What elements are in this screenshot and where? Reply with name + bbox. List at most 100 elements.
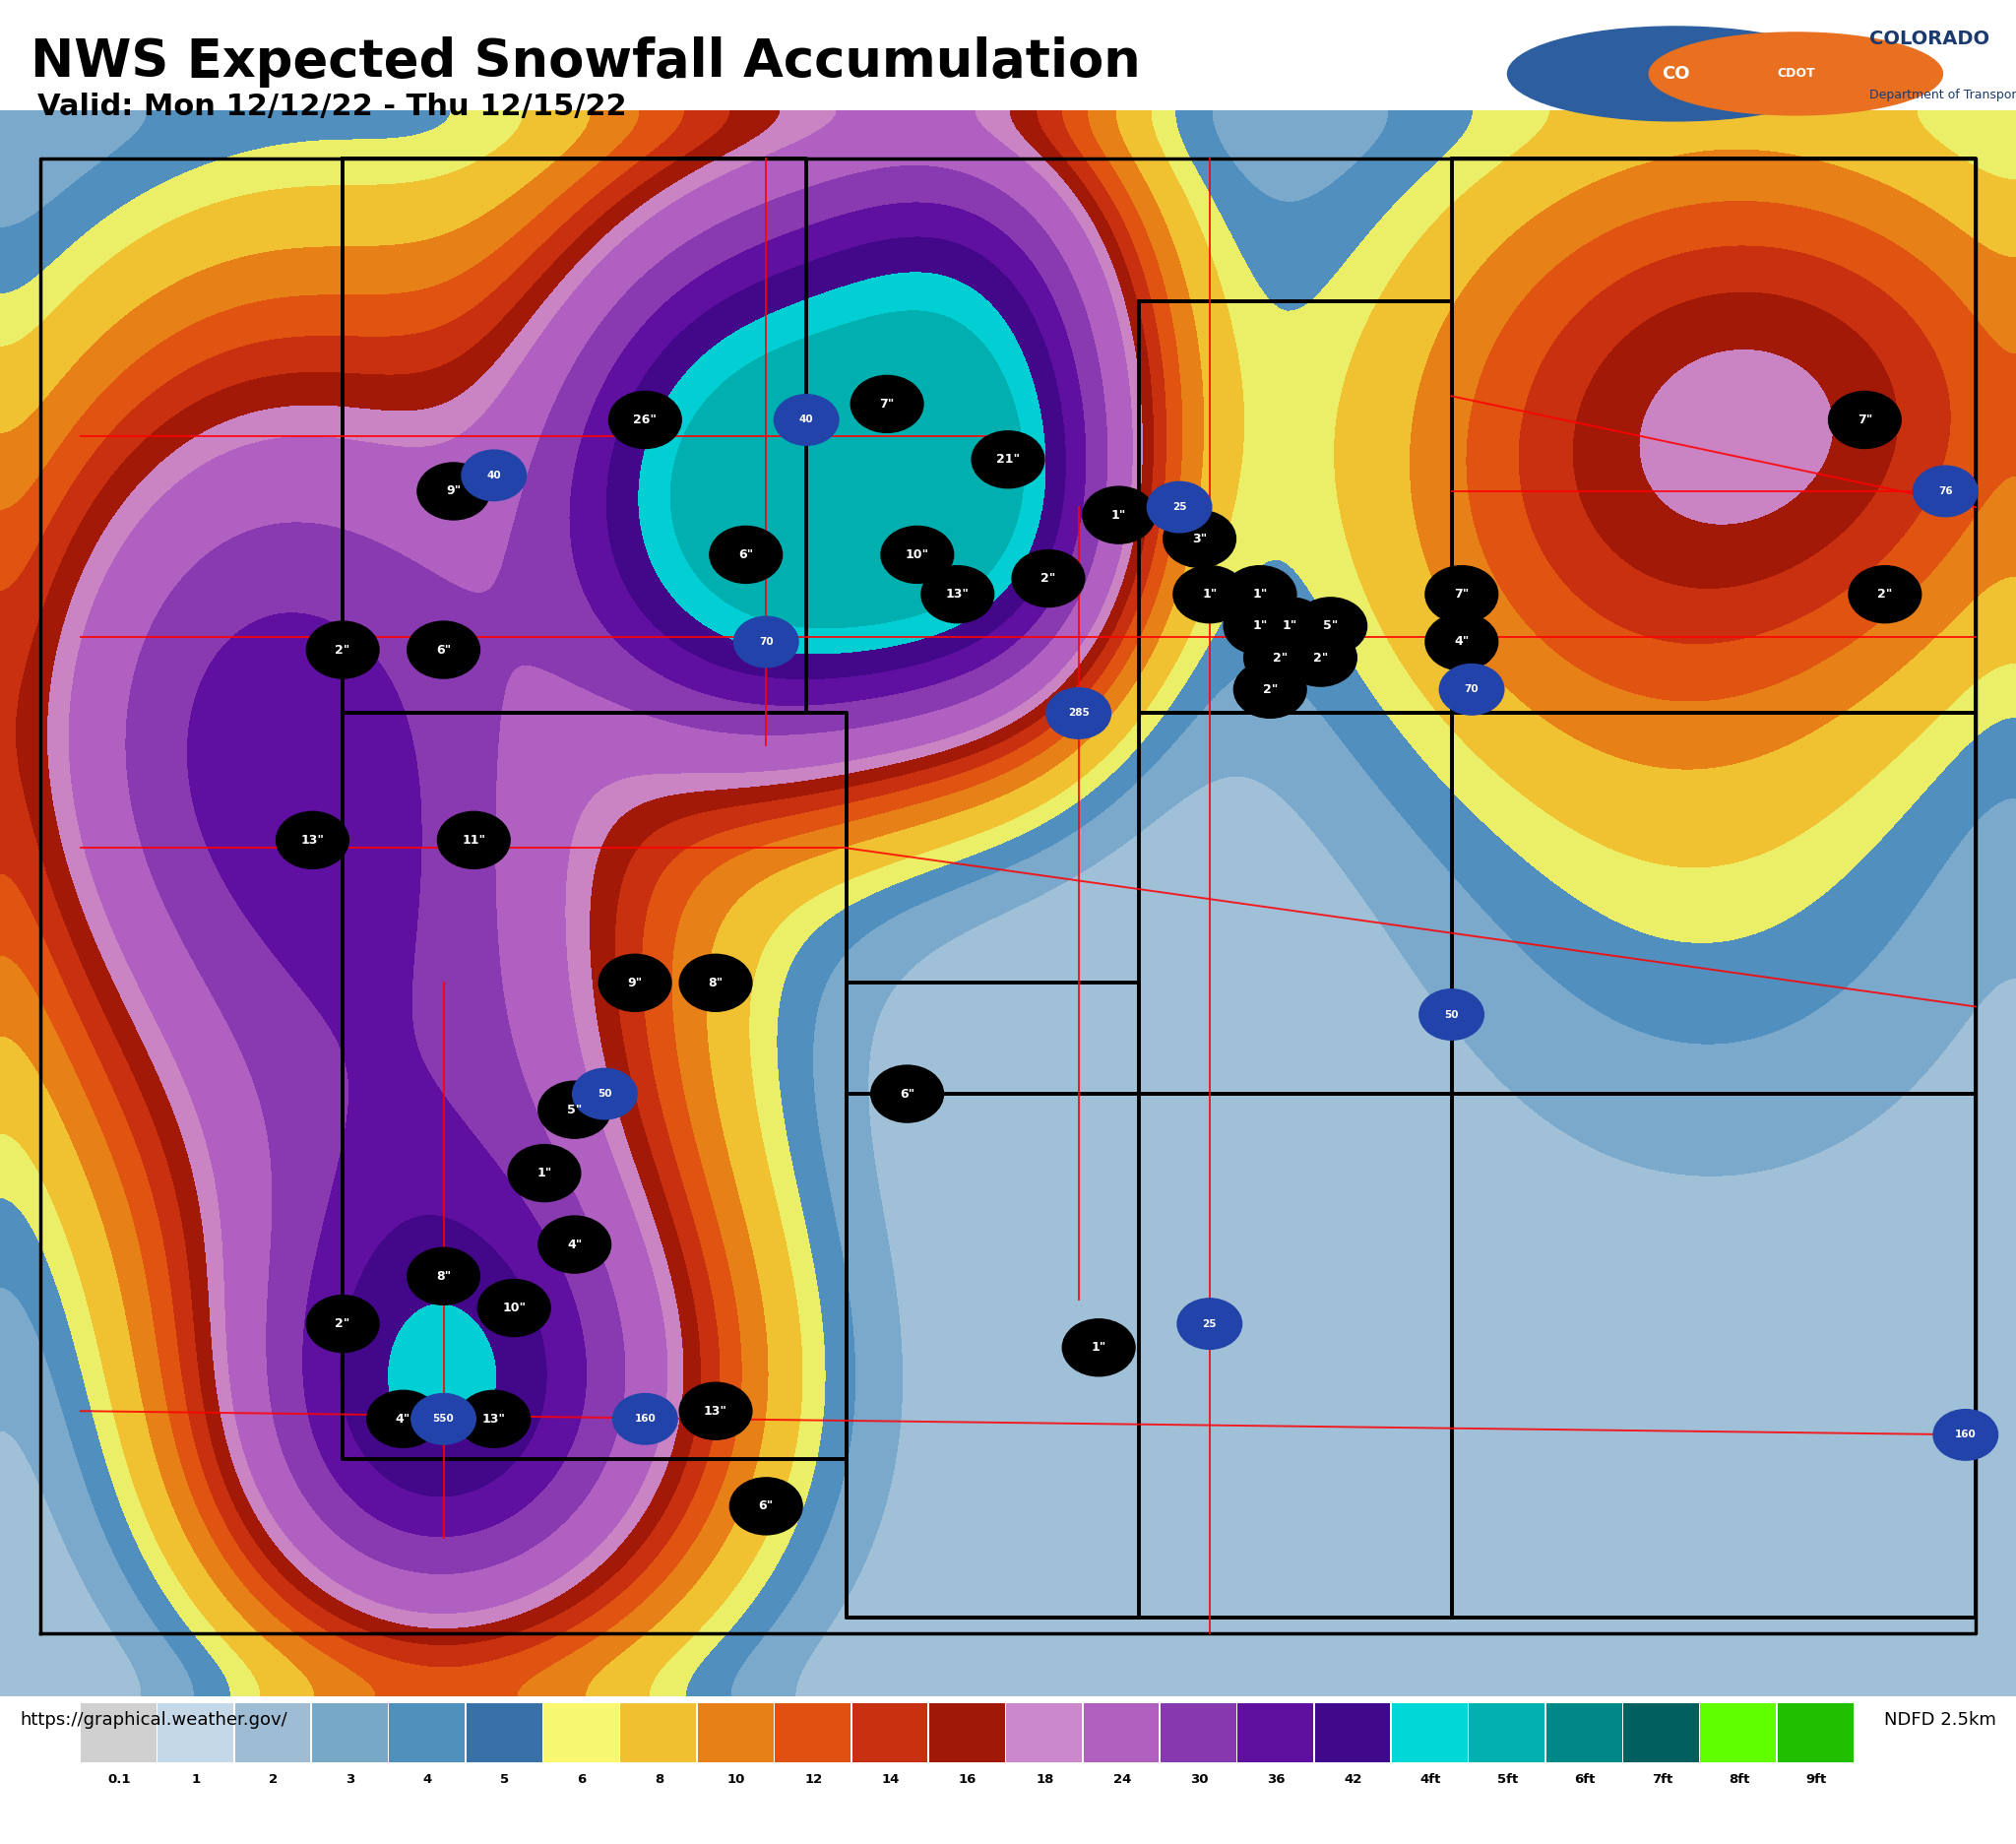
- Text: 30: 30: [1189, 1774, 1208, 1787]
- Text: 8: 8: [655, 1774, 663, 1787]
- Text: 7": 7": [879, 398, 895, 411]
- Text: 4: 4: [423, 1774, 431, 1787]
- Circle shape: [851, 376, 923, 433]
- Circle shape: [1829, 391, 1901, 448]
- FancyBboxPatch shape: [1238, 1704, 1312, 1763]
- Circle shape: [367, 1390, 439, 1448]
- Text: 13": 13": [704, 1405, 728, 1418]
- FancyBboxPatch shape: [466, 1704, 542, 1763]
- Text: 7": 7": [1454, 588, 1470, 601]
- FancyBboxPatch shape: [1314, 1704, 1391, 1763]
- Text: 285: 285: [1068, 708, 1089, 717]
- Text: 10": 10": [905, 548, 929, 561]
- Text: Valid: Mon 12/12/22 - Thu 12/15/22: Valid: Mon 12/12/22 - Thu 12/15/22: [38, 92, 627, 122]
- Text: 2": 2": [1877, 588, 1893, 601]
- Text: 2": 2": [335, 644, 351, 656]
- FancyBboxPatch shape: [774, 1704, 851, 1763]
- Circle shape: [573, 1068, 637, 1119]
- Circle shape: [508, 1145, 581, 1202]
- Circle shape: [478, 1280, 550, 1337]
- Circle shape: [1224, 597, 1296, 655]
- Text: 9": 9": [446, 485, 462, 498]
- Circle shape: [972, 431, 1044, 489]
- Circle shape: [679, 955, 752, 1011]
- Text: 1": 1": [1252, 620, 1268, 632]
- Text: 25: 25: [1202, 1318, 1218, 1330]
- Text: 2": 2": [1040, 572, 1056, 585]
- Circle shape: [871, 1066, 943, 1123]
- Text: 6": 6": [738, 548, 754, 561]
- FancyBboxPatch shape: [1778, 1704, 1853, 1763]
- Circle shape: [538, 1081, 611, 1138]
- Text: 3": 3": [1191, 533, 1208, 546]
- Circle shape: [679, 1383, 752, 1440]
- Text: 8ft: 8ft: [1728, 1774, 1750, 1787]
- Circle shape: [1649, 33, 1943, 114]
- Circle shape: [407, 621, 480, 679]
- Text: 160: 160: [1956, 1429, 1976, 1440]
- Text: 2": 2": [335, 1317, 351, 1330]
- Text: 1": 1": [1282, 620, 1298, 632]
- Text: 550: 550: [433, 1414, 454, 1424]
- Circle shape: [1254, 597, 1327, 655]
- Circle shape: [1244, 629, 1316, 686]
- FancyBboxPatch shape: [1006, 1704, 1083, 1763]
- Circle shape: [1425, 614, 1498, 671]
- FancyBboxPatch shape: [929, 1704, 1004, 1763]
- Circle shape: [1224, 566, 1296, 623]
- Text: 7ft: 7ft: [1651, 1774, 1673, 1787]
- Circle shape: [1933, 1409, 1998, 1460]
- Text: 25: 25: [1171, 502, 1187, 513]
- Text: 1": 1": [1202, 588, 1218, 601]
- Text: 13": 13": [300, 833, 325, 846]
- Text: 40: 40: [798, 415, 814, 424]
- Text: 13": 13": [946, 588, 970, 601]
- Circle shape: [276, 811, 349, 869]
- Text: 2": 2": [1272, 651, 1288, 664]
- Circle shape: [1046, 688, 1111, 739]
- Circle shape: [462, 450, 526, 502]
- Circle shape: [1177, 1298, 1242, 1350]
- Text: https://graphical.weather.gov/: https://graphical.weather.gov/: [20, 1711, 288, 1728]
- FancyBboxPatch shape: [544, 1704, 619, 1763]
- Text: 14: 14: [881, 1774, 899, 1787]
- FancyBboxPatch shape: [1623, 1704, 1699, 1763]
- Circle shape: [1439, 664, 1504, 715]
- Circle shape: [1425, 566, 1498, 623]
- Text: 160: 160: [635, 1414, 655, 1424]
- FancyBboxPatch shape: [236, 1704, 310, 1763]
- FancyBboxPatch shape: [1391, 1704, 1468, 1763]
- Text: NDFD 2.5km: NDFD 2.5km: [1883, 1711, 1996, 1728]
- Circle shape: [1147, 481, 1212, 533]
- Text: 2": 2": [1312, 651, 1329, 664]
- Text: NWS Expected Snowfall Accumulation: NWS Expected Snowfall Accumulation: [30, 37, 1141, 89]
- Text: CO: CO: [1661, 65, 1689, 83]
- Text: 13": 13": [482, 1413, 506, 1425]
- Circle shape: [1173, 566, 1246, 623]
- Circle shape: [1294, 597, 1367, 655]
- Text: 42: 42: [1345, 1774, 1363, 1787]
- Circle shape: [1508, 26, 1843, 122]
- Text: 9": 9": [627, 977, 643, 988]
- Text: CDOT: CDOT: [1776, 68, 1814, 79]
- Circle shape: [881, 526, 954, 583]
- Text: 26": 26": [633, 413, 657, 426]
- Text: COLORADO: COLORADO: [1869, 30, 1990, 48]
- Circle shape: [417, 463, 490, 520]
- FancyBboxPatch shape: [312, 1704, 387, 1763]
- Text: 1": 1": [1111, 509, 1127, 522]
- FancyBboxPatch shape: [1546, 1704, 1621, 1763]
- Circle shape: [407, 1248, 480, 1306]
- Circle shape: [1913, 467, 1978, 516]
- FancyBboxPatch shape: [1470, 1704, 1544, 1763]
- FancyBboxPatch shape: [853, 1704, 927, 1763]
- Text: 1": 1": [536, 1167, 552, 1180]
- Circle shape: [538, 1215, 611, 1272]
- Text: 2": 2": [1262, 682, 1278, 695]
- Text: 12: 12: [804, 1774, 823, 1787]
- Circle shape: [1234, 660, 1306, 717]
- Circle shape: [774, 395, 839, 444]
- Circle shape: [1062, 1318, 1135, 1376]
- Text: 2: 2: [268, 1774, 278, 1787]
- Text: 40: 40: [486, 470, 502, 479]
